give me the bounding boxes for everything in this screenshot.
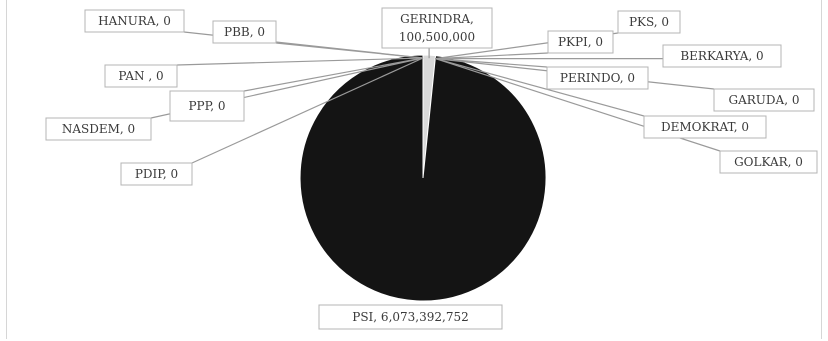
data-label-text: GOLKAR, 0	[734, 155, 803, 169]
data-label-text: NASDEM, 0	[62, 122, 135, 136]
leader-line-perindo	[435, 58, 548, 68]
data-label-gerindra: GERINDRA, 100,500,000	[381, 7, 493, 49]
data-label-value: 100,500,000	[399, 30, 475, 44]
data-label-box	[381, 7, 493, 49]
leader-lines	[150, 31, 721, 164]
data-label-box	[662, 44, 782, 68]
leader-line-pdip	[191, 57, 424, 164]
data-label-box	[546, 66, 649, 90]
data-label-text: PBB, 0	[224, 25, 265, 39]
data-label-golkar: GOLKAR, 0	[719, 150, 818, 174]
data-label-demokrat: DEMOKRAT, 0	[643, 115, 767, 139]
data-label-box	[643, 115, 767, 139]
leader-line-pbb	[275, 42, 424, 59]
data-label-box	[120, 162, 193, 186]
slice-psi	[299, 54, 547, 302]
data-label-text: PDIP, 0	[135, 167, 178, 181]
pie-slices	[299, 54, 547, 302]
leader-line-pan	[176, 57, 424, 66]
data-label-text: GARUDA, 0	[729, 93, 800, 107]
data-label-box	[212, 20, 277, 44]
data-label-pdip: PDIP, 0	[120, 162, 193, 186]
data-label-box	[169, 90, 245, 122]
data-label-ppp: PPP, 0	[169, 90, 245, 122]
data-label-text: PKPI, 0	[558, 35, 603, 49]
data-label-box	[84, 9, 185, 33]
data-label-text: PERINDO, 0	[560, 71, 635, 85]
leader-line-ppp	[243, 57, 424, 92]
data-label-text: PKS, 0	[629, 15, 669, 29]
data-label-pan: PAN , 0	[104, 64, 178, 88]
data-label-garuda: GARUDA, 0	[713, 88, 815, 112]
data-label-text: BERKARYA, 0	[680, 49, 763, 63]
data-label-text: PAN , 0	[118, 69, 163, 83]
data-label-text: HANURA, 0	[98, 14, 171, 28]
data-label-box	[617, 10, 681, 34]
data-label-box	[318, 304, 503, 330]
data-label-box	[45, 117, 152, 141]
data-label-box	[713, 88, 815, 112]
data-label-text: DEMOKRAT, 0	[661, 120, 749, 134]
data-label-box	[547, 30, 614, 54]
data-label-pbb: PBB, 0	[212, 20, 277, 44]
data-label-text: PSI, 6,073,392,752	[352, 310, 468, 324]
data-label-nasdem: NASDEM, 0	[45, 117, 152, 141]
data-label-pkpi: PKPI, 0	[547, 30, 614, 54]
data-label-perindo: PERINDO, 0	[546, 66, 649, 90]
data-label-box	[104, 64, 178, 88]
chart-frame: HANURA, 0 PBB, 0 GERINDRA, 100,500,000 PKS, …	[6, 0, 822, 339]
data-label-text: PPP, 0	[188, 99, 225, 113]
leader-line-pkpi	[435, 52, 549, 60]
data-label-box	[719, 150, 818, 174]
data-label-hanura: HANURA, 0	[84, 9, 185, 33]
data-label-pks: PKS, 0	[617, 10, 681, 34]
pie-chart: HANURA, 0 PBB, 0 GERINDRA, 100,500,000 PKS, …	[45, 7, 818, 330]
data-label-text: GERINDRA,	[400, 12, 474, 26]
data-labels: HANURA, 0 PBB, 0 GERINDRA, 100,500,000 PKS, …	[45, 7, 818, 330]
data-label-berkarya: BERKARYA, 0	[662, 44, 782, 68]
data-label-psi: PSI, 6,073,392,752	[318, 304, 503, 330]
leader-line-demokrat	[435, 58, 645, 117]
